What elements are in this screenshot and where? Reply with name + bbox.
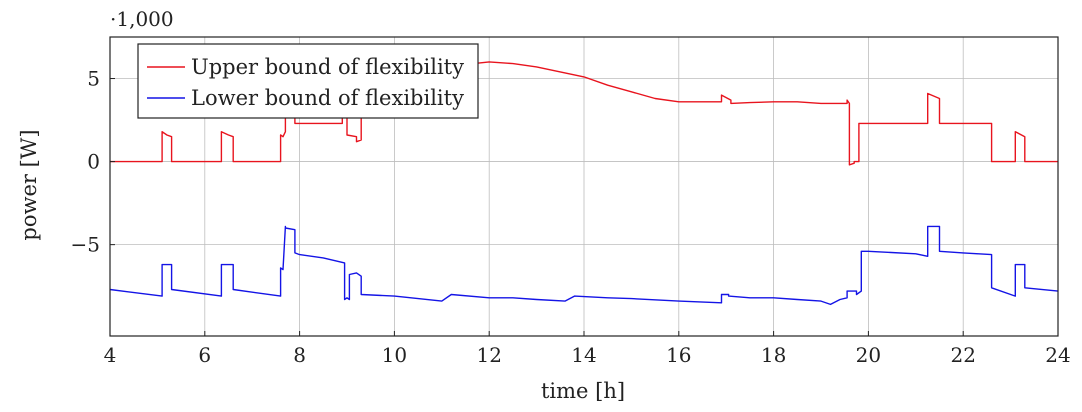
y-tick-label: 0	[87, 150, 100, 174]
series-layer	[109, 61, 1059, 306]
x-tick-label: 10	[382, 343, 407, 367]
legend: Upper bound of flexibility Lower bound o…	[137, 43, 479, 119]
y-multiplier-label: ·1,000	[110, 7, 174, 31]
x-tick-label: 12	[476, 343, 501, 367]
series-line-lower-bound	[109, 225, 1059, 306]
legend-label-upper: Upper bound of flexibility	[191, 55, 464, 79]
x-axis-ticks: 4 6 8 10 12 14 16 18 20 22 24	[104, 331, 1071, 367]
y-tick-label: 5	[87, 67, 100, 91]
x-tick-label: 6	[198, 343, 211, 367]
legend-label-lower: Lower bound of flexibility	[191, 86, 464, 110]
x-tick-label: 8	[293, 343, 306, 367]
x-tick-label: 4	[104, 343, 117, 367]
y-tick-label: −5	[71, 233, 100, 257]
x-axis-label: time [h]	[541, 379, 625, 403]
y-axis-ticks: −5 0 5	[71, 67, 115, 257]
legend-box	[137, 43, 479, 119]
x-tick-label: 16	[666, 343, 691, 367]
x-tick-label: 22	[950, 343, 975, 367]
x-tick-label: 18	[761, 343, 786, 367]
x-tick-label: 24	[1045, 343, 1070, 367]
x-tick-label: 20	[856, 343, 881, 367]
series-line-upper-bound	[110, 61, 1058, 166]
y-axis-label: power [W]	[17, 129, 41, 240]
x-tick-label: 14	[571, 343, 596, 367]
